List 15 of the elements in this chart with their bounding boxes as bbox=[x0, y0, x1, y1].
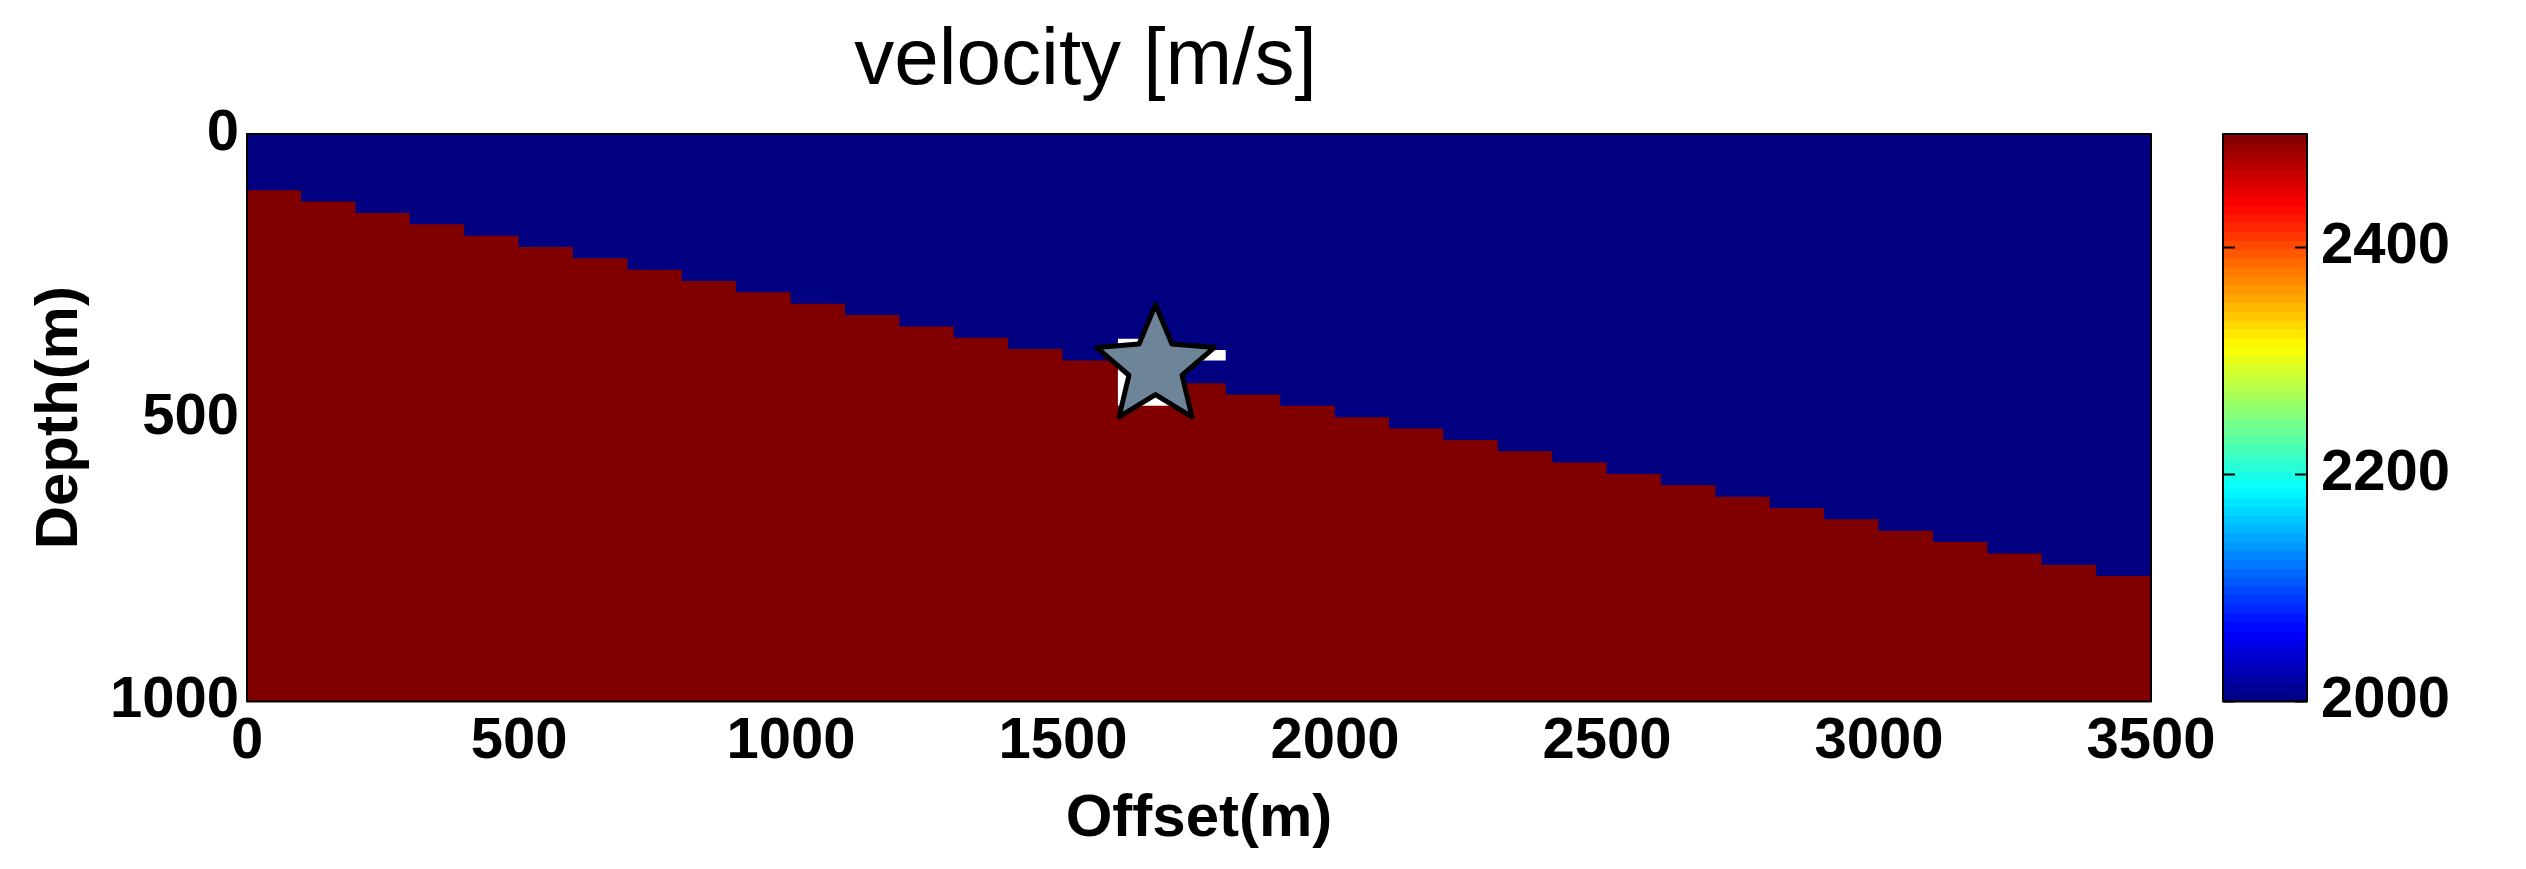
color-bar-label: 2200 bbox=[2321, 437, 2451, 503]
y-tick-label: 0 bbox=[206, 97, 240, 162]
x-tick-label: 3000 bbox=[1814, 705, 1944, 771]
y-tick-label: 500 bbox=[142, 380, 240, 446]
x-tick-label: 3500 bbox=[2086, 705, 2216, 771]
y-axis-title: Depth(m) bbox=[22, 286, 90, 550]
x-tick-label: 2500 bbox=[1542, 705, 1672, 771]
chart-title: velocity [m/s] bbox=[854, 12, 1317, 102]
x-tick-label: 1000 bbox=[726, 705, 856, 771]
x-tick-label: 500 bbox=[470, 705, 568, 771]
x-tick-label: 1500 bbox=[998, 705, 1128, 771]
x-axis-title: Offset(m) bbox=[1065, 781, 1333, 849]
color-bar-label: 2400 bbox=[2321, 210, 2451, 276]
color-bar-label: 2000 bbox=[2321, 664, 2451, 730]
x-tick-label: 2000 bbox=[1270, 705, 1400, 771]
